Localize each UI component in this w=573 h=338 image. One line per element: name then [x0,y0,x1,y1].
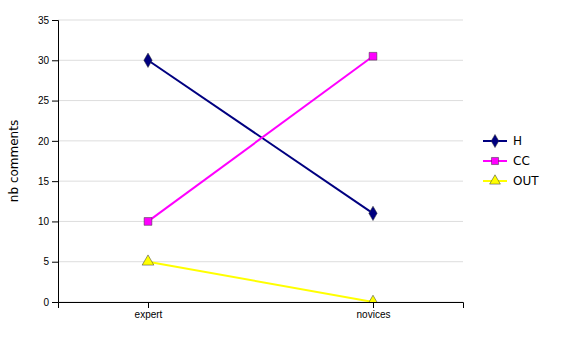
y-tick-label: 25 [38,95,50,106]
series-line [148,56,373,221]
series-marker [144,53,152,67]
series-marker [367,295,379,302]
y-tick-label: 35 [38,15,50,26]
chart: 0 5 10 15 20 25 30 35 expert novices nb comments HC… [0,0,573,338]
y-axis-line [52,21,59,303]
y-tick: 35 [38,15,58,26]
legend-label: CC [513,154,530,168]
grid-line [58,60,463,61]
marks [142,52,379,302]
y-tick: 15 [38,176,58,187]
y-tick-label: 10 [38,216,50,227]
y-tick-label: 0 [43,297,49,308]
y-tick-mark [52,262,58,263]
plot: 0 5 10 15 20 25 30 35 expert novices nb comments [7,15,464,320]
grid-line [58,140,463,141]
grid-line [58,181,463,182]
y-tick-mark [52,141,58,142]
y-tick-label: 5 [43,256,49,267]
grid-line [58,100,463,101]
series-marker [144,218,152,226]
grid-line [58,221,463,222]
grid-line [58,261,463,262]
y-tick-label: 30 [38,55,50,66]
legend-symbol [491,157,498,164]
legend-symbol [491,134,499,147]
y-tick-mark [52,101,58,102]
x-tick-mark [373,302,374,308]
legend-label: OUT [513,174,539,188]
y-tick: 5 [43,256,58,267]
y-tick: 0 [43,297,58,308]
y-tick: 10 [38,216,58,227]
grid-line [58,20,463,21]
y-tick-mark [52,60,58,61]
y-axis: 0 5 10 15 20 25 30 35 [38,15,59,308]
legend: H CC OUT [483,134,539,188]
y-tick-label: 20 [38,136,50,147]
x-tick-mark [148,302,149,308]
x-tick: novices [357,302,391,320]
y-tick-mark [52,221,58,222]
grid [58,20,463,302]
x-axis-line [59,303,464,309]
y-tick-label: 15 [38,176,50,187]
legend-item: OUT [483,174,539,188]
legend-item: CC [483,154,530,168]
legend-symbol [490,175,501,184]
series-line [148,60,373,213]
legend-label: H [513,134,522,148]
y-axis-title: nb comments [7,120,21,202]
y-tick: 25 [38,95,58,106]
legend-item: H [483,134,522,148]
x-tick-label: novices [357,309,391,320]
x-axis: expert novices [59,302,464,320]
y-tick-mark [52,20,58,21]
x-tick-label: expert [135,309,163,320]
y-tick: 20 [38,136,58,147]
x-tick: expert [135,302,163,320]
series-line [148,262,373,302]
y-tick-mark [52,181,58,182]
series-marker [369,206,377,220]
y-tick-mark [52,302,58,303]
y-tick: 30 [38,55,58,66]
series-marker [369,52,377,60]
series-marker [142,255,154,265]
